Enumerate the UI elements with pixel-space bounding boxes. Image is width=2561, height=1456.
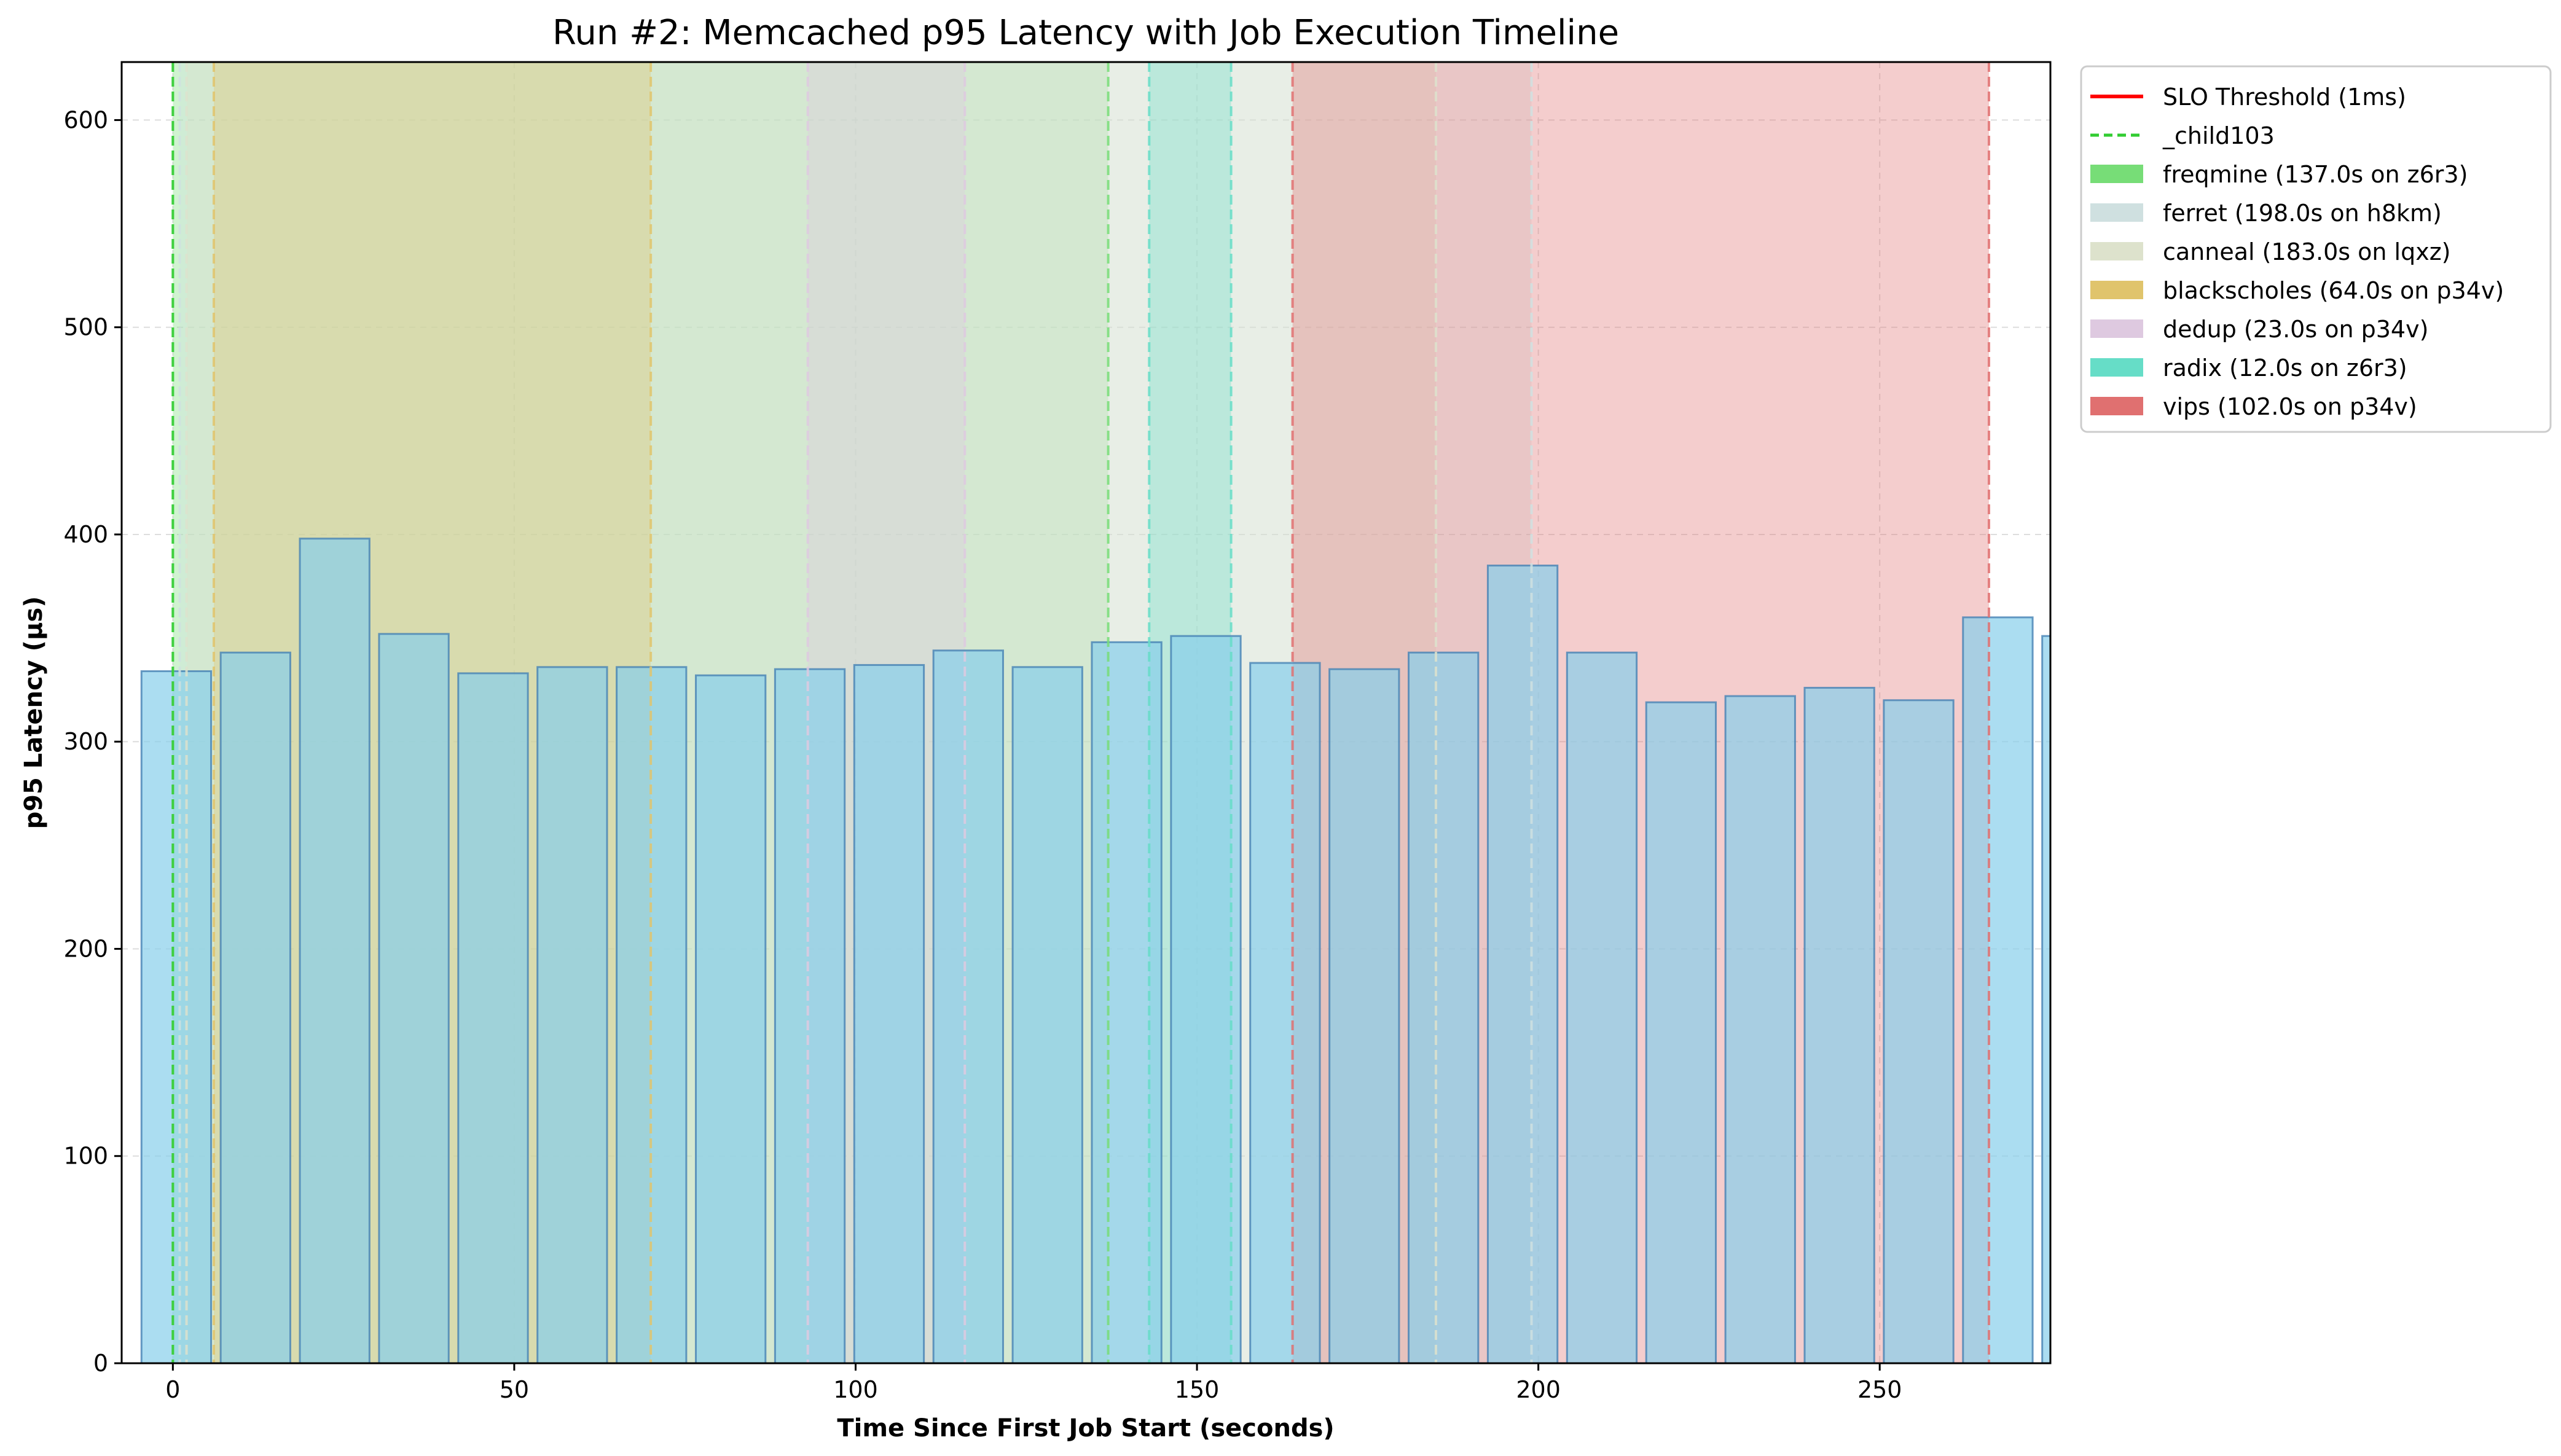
latency-bar (1328, 668, 1400, 1363)
legend-swatch-job (2090, 397, 2143, 415)
legend-label-job: dedup (23.0s on p34v) (2163, 316, 2428, 343)
legend-label-job: canneal (183.0s on lqxz) (2163, 238, 2451, 265)
latency-bar (932, 649, 1004, 1363)
latency-bar (1249, 662, 1321, 1363)
y-tick-label: 300 (63, 728, 108, 755)
x-tick-label: 200 (1516, 1376, 1561, 1403)
latency-bar (299, 538, 371, 1363)
latency-bar (1566, 651, 1638, 1363)
y-tick-label: 500 (63, 314, 108, 341)
latency-bar (853, 663, 925, 1363)
legend-swatch-job (2090, 358, 2143, 377)
legend-swatch-job (2090, 165, 2143, 183)
y-axis-ticks: 0 100 200 300 400 500 600 (63, 106, 122, 1377)
legend-label-job: blackscholes (64.0s on p34v) (2163, 277, 2504, 304)
legend-swatch-job (2090, 203, 2143, 222)
legend: SLO Threshold (1ms) _child103 freqmine (13… (2080, 65, 2552, 433)
latency-bar (536, 666, 608, 1363)
legend-label-job: vips (102.0s on p34v) (2163, 393, 2417, 420)
latency-bar (1091, 641, 1163, 1363)
latency-bar (378, 633, 450, 1363)
y-tick-label: 400 (63, 521, 108, 548)
x-tick-label: 50 (500, 1376, 529, 1403)
legend-swatch-job (2090, 319, 2143, 338)
latency-bar (694, 674, 767, 1363)
latency-bar (1962, 616, 2034, 1363)
x-tick-label: 250 (1857, 1376, 1902, 1403)
latency-bar (1645, 701, 1717, 1363)
plot-frame (120, 61, 2052, 1364)
legend-label-slo: SLO Threshold (1ms) (2163, 84, 2406, 111)
legend-frame (2080, 65, 2552, 433)
legend-swatch-job (2090, 281, 2143, 299)
legend-label-job: ferret (198.0s on h8km) (2163, 200, 2442, 227)
latency-bar (457, 672, 529, 1363)
chart-title: Run #2: Memcached p95 Latency with Job E… (552, 13, 1619, 53)
latency-bar (1803, 687, 1875, 1363)
x-tick-label: 150 (1175, 1376, 1220, 1403)
legend-label-job: radix (12.0s on z6r3) (2163, 354, 2407, 382)
latency-bar (1486, 565, 1559, 1363)
x-axis-ticks: 0 50 100 150 200 250 (165, 1363, 1902, 1403)
latency-bar (2041, 635, 2050, 1363)
y-tick-label: 200 (63, 935, 108, 962)
y-tick-label: 100 (63, 1143, 108, 1170)
latency-bar (219, 651, 291, 1363)
y-axis-label: p95 Latency (µs) (20, 597, 48, 829)
latency-bar (1883, 699, 1955, 1363)
legend-label-job: freqmine (137.0s on z6r3) (2163, 161, 2468, 188)
latency-bar (1724, 695, 1796, 1363)
y-tick-label: 0 (93, 1350, 108, 1377)
latency-bar (774, 668, 846, 1363)
legend-swatch-job (2090, 242, 2143, 260)
latency-bar (140, 670, 213, 1363)
x-tick-label: 0 (165, 1376, 180, 1403)
x-tick-label: 100 (833, 1376, 878, 1403)
latency-bar (1011, 666, 1083, 1363)
latency-bar (1170, 635, 1242, 1363)
job-boundaries (171, 62, 1990, 1363)
x-axis-label: Time Since First Job Start (seconds) (837, 1414, 1334, 1442)
latency-bar (1408, 651, 1480, 1363)
y-tick-label: 600 (63, 106, 108, 133)
legend-label-marker: _child103 (2162, 122, 2275, 149)
